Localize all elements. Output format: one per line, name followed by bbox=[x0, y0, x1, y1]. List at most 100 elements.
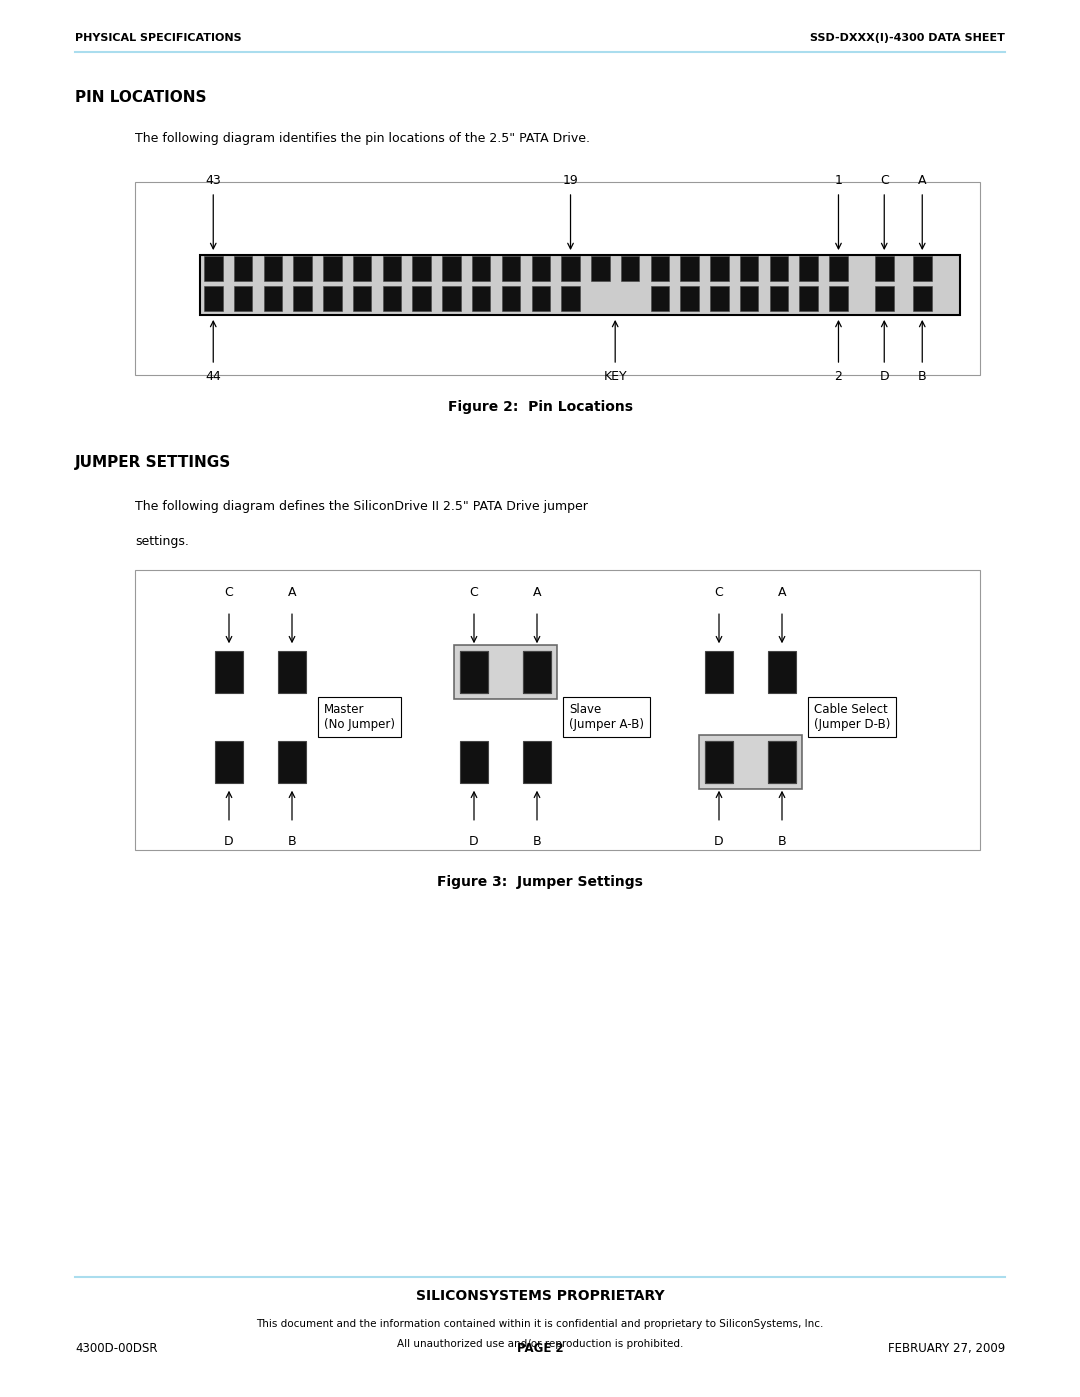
Bar bbox=[323, 256, 341, 281]
Bar bbox=[705, 740, 733, 782]
Text: FEBRUARY 27, 2009: FEBRUARY 27, 2009 bbox=[888, 1343, 1005, 1355]
Bar bbox=[711, 256, 729, 281]
Bar bbox=[913, 256, 932, 281]
Bar bbox=[460, 651, 488, 693]
Bar bbox=[472, 256, 490, 281]
Bar bbox=[323, 286, 341, 312]
Bar bbox=[135, 570, 980, 849]
Bar bbox=[413, 256, 431, 281]
Bar bbox=[204, 286, 222, 312]
Bar bbox=[523, 651, 551, 693]
Bar bbox=[353, 286, 372, 312]
Text: Slave
(Jumper A-B): Slave (Jumper A-B) bbox=[569, 703, 644, 731]
Bar bbox=[413, 286, 431, 312]
Bar bbox=[233, 256, 253, 281]
Text: SSD-DXXX(I)-4300 DATA SHEET: SSD-DXXX(I)-4300 DATA SHEET bbox=[810, 34, 1005, 43]
Bar bbox=[502, 256, 521, 281]
Text: B: B bbox=[532, 835, 541, 848]
Bar bbox=[699, 735, 802, 789]
Bar bbox=[442, 256, 461, 281]
Text: Figure 2:  Pin Locations: Figure 2: Pin Locations bbox=[447, 400, 633, 414]
Text: B: B bbox=[778, 835, 786, 848]
Bar bbox=[875, 286, 893, 312]
Bar bbox=[472, 286, 490, 312]
Bar bbox=[913, 286, 932, 312]
Bar bbox=[353, 256, 372, 281]
Text: 19: 19 bbox=[563, 175, 579, 187]
Bar bbox=[204, 256, 222, 281]
Bar bbox=[264, 286, 282, 312]
Bar bbox=[650, 286, 670, 312]
Text: C: C bbox=[715, 587, 724, 599]
Bar bbox=[523, 740, 551, 782]
Bar bbox=[829, 286, 848, 312]
Bar bbox=[770, 286, 788, 312]
Text: D: D bbox=[469, 835, 478, 848]
Bar bbox=[799, 256, 818, 281]
Bar bbox=[829, 256, 848, 281]
Text: A: A bbox=[287, 587, 296, 599]
Text: The following diagram defines the SiliconDrive II 2.5" PATA Drive jumper: The following diagram defines the Silico… bbox=[135, 500, 588, 513]
Text: This document and the information contained within it is confidential and propri: This document and the information contai… bbox=[256, 1319, 824, 1329]
Text: B: B bbox=[287, 835, 296, 848]
Bar bbox=[711, 286, 729, 312]
Bar bbox=[562, 286, 580, 312]
Text: PAGE 2: PAGE 2 bbox=[516, 1343, 564, 1355]
Bar bbox=[768, 651, 796, 693]
Bar bbox=[650, 256, 670, 281]
Bar bbox=[200, 256, 960, 314]
Text: C: C bbox=[470, 587, 478, 599]
Bar bbox=[740, 256, 758, 281]
Text: C: C bbox=[225, 587, 233, 599]
Bar bbox=[215, 740, 243, 782]
Bar bbox=[460, 740, 488, 782]
Text: D: D bbox=[225, 835, 233, 848]
Bar bbox=[770, 256, 788, 281]
Text: All unauthorized use and/or reproduction is prohibited.: All unauthorized use and/or reproduction… bbox=[396, 1338, 684, 1350]
Text: A: A bbox=[778, 587, 786, 599]
Bar bbox=[460, 651, 488, 693]
Bar bbox=[680, 286, 699, 312]
Text: D: D bbox=[879, 370, 889, 383]
Text: A: A bbox=[532, 587, 541, 599]
Text: A: A bbox=[918, 175, 927, 187]
Bar bbox=[875, 256, 893, 281]
Text: 43: 43 bbox=[205, 175, 221, 187]
Bar bbox=[215, 651, 243, 693]
Bar bbox=[502, 286, 521, 312]
Text: settings.: settings. bbox=[135, 535, 189, 548]
Text: PIN LOCATIONS: PIN LOCATIONS bbox=[75, 89, 206, 105]
Text: KEY: KEY bbox=[604, 370, 627, 383]
Bar bbox=[233, 286, 253, 312]
Text: 4300D-00DSR: 4300D-00DSR bbox=[75, 1343, 158, 1355]
Text: The following diagram identifies the pin locations of the 2.5" PATA Drive.: The following diagram identifies the pin… bbox=[135, 131, 590, 145]
Bar bbox=[382, 256, 401, 281]
Bar bbox=[531, 286, 550, 312]
Bar bbox=[768, 740, 796, 782]
Bar bbox=[278, 651, 306, 693]
Text: Figure 3:  Jumper Settings: Figure 3: Jumper Settings bbox=[437, 875, 643, 888]
Bar bbox=[382, 286, 401, 312]
Text: 2: 2 bbox=[835, 370, 842, 383]
Text: B: B bbox=[918, 370, 927, 383]
Bar bbox=[799, 286, 818, 312]
Bar bbox=[768, 740, 796, 782]
Text: D: D bbox=[714, 835, 724, 848]
Bar bbox=[294, 286, 312, 312]
Bar bbox=[454, 645, 557, 700]
Text: C: C bbox=[880, 175, 889, 187]
Text: Master
(No Jumper): Master (No Jumper) bbox=[324, 703, 395, 731]
Bar bbox=[523, 651, 551, 693]
Text: Cable Select
(Jumper D-B): Cable Select (Jumper D-B) bbox=[814, 703, 890, 731]
Bar bbox=[705, 651, 733, 693]
Bar bbox=[705, 740, 733, 782]
Bar bbox=[264, 256, 282, 281]
Bar bbox=[294, 256, 312, 281]
Text: 1: 1 bbox=[835, 175, 842, 187]
Bar bbox=[621, 256, 639, 281]
Text: PHYSICAL SPECIFICATIONS: PHYSICAL SPECIFICATIONS bbox=[75, 34, 242, 43]
Text: JUMPER SETTINGS: JUMPER SETTINGS bbox=[75, 455, 231, 469]
Bar bbox=[680, 256, 699, 281]
Bar bbox=[278, 740, 306, 782]
Bar bbox=[740, 286, 758, 312]
